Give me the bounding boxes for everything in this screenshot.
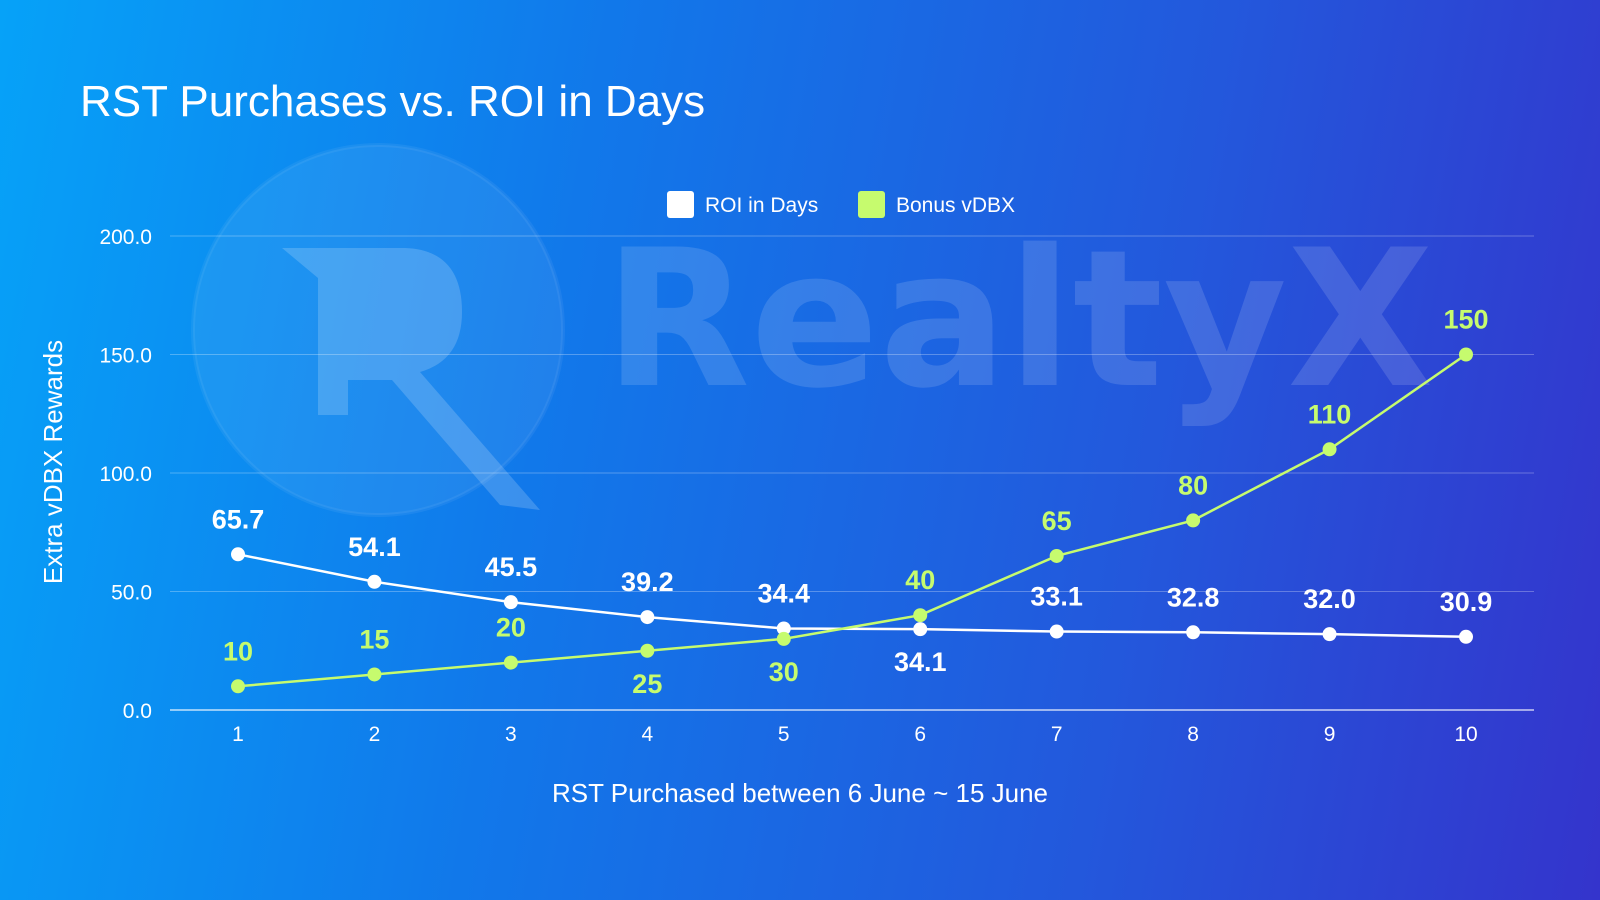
grid-lines — [170, 235, 1534, 711]
legend-swatch-roi — [667, 191, 694, 218]
x-tick-label: 7 — [1051, 723, 1063, 746]
legend-label-roi: ROI in Days — [705, 194, 818, 217]
data-label-1: 110 — [1308, 399, 1352, 429]
y-tick-label: 50.0 — [111, 582, 152, 605]
data-point-0 — [503, 595, 518, 610]
x-tick-label: 8 — [1187, 723, 1199, 746]
data-point-0 — [1186, 625, 1201, 640]
data-label-0: 32.8 — [1167, 582, 1220, 612]
data-label-1: 20 — [496, 613, 526, 643]
data-point-0 — [640, 610, 655, 625]
data-point-0 — [1322, 627, 1337, 642]
data-label-0: 39.2 — [621, 567, 674, 597]
data-label-1: 40 — [905, 565, 935, 595]
data-label-0: 33.1 — [1030, 582, 1083, 612]
data-point-1 — [367, 667, 382, 682]
data-point-1 — [1322, 442, 1337, 457]
data-point-0 — [367, 574, 382, 589]
data-label-0: 34.1 — [894, 647, 947, 677]
y-tick-labels: 0.0 50.0 100.0 150.0 200.0 — [99, 226, 152, 723]
data-label-1: 150 — [1443, 305, 1488, 335]
y-tick-label: 150.0 — [99, 345, 152, 368]
series-lines — [237, 353, 1467, 688]
x-tick-labels: 1 2 3 4 5 6 7 8 9 10 — [232, 723, 1478, 746]
data-point-0 — [913, 622, 928, 637]
series-line-0 — [237, 553, 1467, 639]
x-tick-label: 4 — [641, 723, 653, 746]
data-point-1 — [776, 631, 791, 646]
data-label-1: 30 — [769, 657, 799, 687]
data-point-1 — [1049, 548, 1064, 563]
legend: ROI in Days Bonus vDBX — [667, 191, 1015, 218]
data-label-1: 10 — [223, 636, 253, 666]
data-point-0 — [1459, 629, 1473, 644]
x-tick-label: 5 — [778, 723, 790, 746]
data-point-0 — [776, 621, 791, 636]
data-label-1: 65 — [1042, 506, 1072, 536]
x-tick-label: 1 — [232, 723, 244, 746]
x-tick-label: 10 — [1454, 723, 1477, 746]
data-label-0: 45.5 — [485, 552, 538, 582]
data-point-0 — [1049, 624, 1064, 639]
data-point-1 — [1459, 347, 1473, 362]
realtyx-watermark-logo: RealtyX — [191, 143, 1434, 517]
x-tick-label: 9 — [1324, 723, 1336, 746]
data-label-0: 54.1 — [348, 532, 401, 562]
data-point-1 — [640, 643, 655, 658]
y-tick-label: 100.0 — [99, 463, 152, 486]
legend-label-bonus: Bonus vDBX — [896, 194, 1015, 217]
data-point-1 — [1186, 513, 1201, 528]
data-point-1 — [503, 655, 518, 670]
y-axis-title: Extra vDBX Rewards — [38, 340, 68, 584]
data-label-1: 80 — [1178, 470, 1208, 500]
legend-swatch-bonus — [858, 191, 885, 218]
chart-title: RST Purchases vs. ROI in Days — [80, 77, 705, 126]
data-label-0: 30.9 — [1440, 587, 1493, 617]
x-axis-title: RST Purchased between 6 June ~ 15 June — [552, 778, 1048, 808]
data-label-0: 32.0 — [1303, 584, 1356, 614]
data-label-1: 15 — [359, 624, 389, 654]
series-line-1 — [237, 353, 1467, 688]
watermark-text: RealtyX — [604, 209, 1434, 430]
data-label-0: 34.4 — [757, 578, 810, 608]
data-point-0 — [231, 547, 245, 562]
x-tick-label: 3 — [505, 723, 517, 746]
data-label-1: 25 — [632, 669, 662, 699]
data-point-1 — [231, 679, 245, 694]
y-tick-label: 0.0 — [123, 700, 152, 723]
data-label-0: 65.7 — [212, 504, 265, 534]
x-tick-label: 2 — [369, 723, 381, 746]
x-tick-label: 6 — [914, 723, 926, 746]
series-points — [231, 347, 1473, 694]
data-labels: 65.7 54.1 45.5 39.2 34.4 34.1 33.1 32.8 32.0 30.9… — [212, 305, 1493, 699]
data-point-1 — [913, 608, 928, 623]
y-tick-label: 200.0 — [99, 226, 152, 249]
